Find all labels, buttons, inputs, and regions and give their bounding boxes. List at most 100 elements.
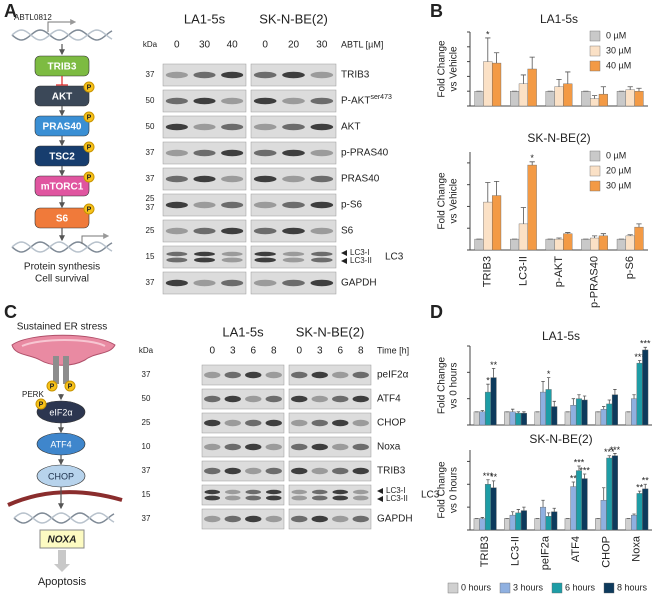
- x-tick-label: peIF2a: [540, 535, 552, 570]
- blot-band: [224, 515, 241, 523]
- row-label: P-AKTser473: [341, 94, 392, 107]
- blot-band: [352, 515, 369, 523]
- er-lumen: [21, 339, 106, 347]
- blot-band: [282, 97, 305, 105]
- chart-title: LA1-5s: [540, 12, 578, 26]
- kda-marker: 25: [146, 226, 155, 235]
- blot-band: [291, 371, 308, 379]
- bar: [570, 486, 577, 531]
- node-label: TRIB3: [48, 62, 77, 73]
- error-bar: [529, 56, 535, 69]
- blot-band: [352, 395, 369, 403]
- bar: [473, 411, 480, 426]
- row-label: p-PRAS40: [341, 148, 389, 159]
- bar: [484, 391, 491, 426]
- bar: [545, 516, 552, 531]
- kda-marker: 37: [142, 466, 151, 475]
- blot-band: [253, 175, 277, 183]
- blot-band: [193, 279, 216, 287]
- significance-mark: ***: [574, 457, 585, 467]
- legend-swatch: [589, 150, 601, 162]
- row-label: peIF2α: [377, 370, 409, 381]
- band-label: LC3-I: [386, 486, 406, 495]
- blot-band: [204, 371, 221, 379]
- bar: [600, 500, 607, 531]
- kda-marker: 37: [142, 370, 151, 379]
- cell-line-header: SK-N-BE(2): [259, 11, 328, 26]
- blot-band: [291, 495, 308, 501]
- kda-marker: 25: [142, 418, 151, 427]
- significance-mark: ***: [640, 339, 651, 349]
- error-bar: [582, 395, 587, 400]
- bar: [540, 391, 547, 426]
- phospho-label: P: [39, 401, 44, 408]
- error-bar: [520, 207, 527, 224]
- blot-band: [165, 227, 188, 235]
- x-tick-label: TRIB3: [482, 256, 494, 287]
- blot-band: [253, 149, 277, 157]
- error-bar: [529, 161, 535, 166]
- band-label: LC3-II: [350, 256, 372, 265]
- receptor: [53, 356, 59, 384]
- error-bar: [546, 512, 551, 517]
- error-bar: [627, 234, 633, 236]
- blot-strip: [201, 508, 285, 530]
- legend-swatch: [589, 165, 601, 177]
- bar: [590, 237, 600, 251]
- error-bar: [552, 507, 556, 512]
- legend-swatch: [589, 60, 601, 72]
- x-tick-label: LC3-II: [509, 536, 521, 566]
- blot-band: [310, 175, 334, 183]
- kda-marker: 37: [142, 514, 151, 523]
- bar: [564, 411, 571, 426]
- kda-marker: 37: [146, 278, 155, 287]
- kda-marker: 37: [146, 174, 155, 183]
- blot-band: [165, 123, 188, 131]
- lane-label: 8: [358, 346, 364, 357]
- bar: [581, 238, 591, 251]
- bar: [474, 90, 484, 107]
- blot-band: [311, 443, 328, 451]
- bar: [554, 86, 564, 107]
- blot-band: [193, 175, 216, 183]
- bar: [520, 510, 527, 531]
- blot-band: [193, 97, 216, 105]
- blot-band: [166, 251, 188, 257]
- error-bar: [520, 74, 527, 84]
- phospho-label: P: [87, 206, 92, 213]
- blot-strip: [288, 436, 372, 458]
- row-label: ATF4: [377, 394, 401, 405]
- promoter-arrow: [81, 233, 110, 244]
- node-label: mTORC1: [41, 182, 84, 193]
- cell-line-header: SK-N-BE(2): [296, 324, 365, 339]
- error-bar: [582, 473, 587, 479]
- phospho-label: P: [50, 383, 55, 390]
- lane-title: ABTL [µM]: [341, 39, 383, 49]
- lane-label: 0: [296, 346, 302, 357]
- kda-marker: 50: [142, 394, 151, 403]
- bar: [625, 89, 635, 107]
- blot-strip: [201, 436, 285, 458]
- kda-marker: 10: [142, 442, 151, 451]
- bar: [520, 412, 527, 426]
- blot-strip: [162, 193, 247, 217]
- significance-mark: **: [642, 476, 650, 486]
- blot-strip: [201, 364, 285, 386]
- kda-marker: 25: [146, 194, 155, 203]
- node-label: TSC2: [49, 152, 75, 163]
- blot-band: [221, 257, 243, 263]
- phospho-badge: [35, 398, 47, 410]
- receptor: [63, 356, 69, 384]
- lane-label: 8: [271, 346, 277, 357]
- error-bar: [552, 400, 556, 407]
- error-bar: [636, 87, 642, 92]
- error-bar: [522, 506, 526, 511]
- y-axis-label: vs 0 hours: [449, 467, 460, 513]
- blot-band: [352, 371, 369, 379]
- blot-band: [311, 371, 328, 379]
- drug-label: ABTL0812: [14, 13, 52, 22]
- error-bar: [636, 223, 642, 228]
- significance-mark: *: [547, 369, 551, 379]
- bar: [527, 164, 537, 251]
